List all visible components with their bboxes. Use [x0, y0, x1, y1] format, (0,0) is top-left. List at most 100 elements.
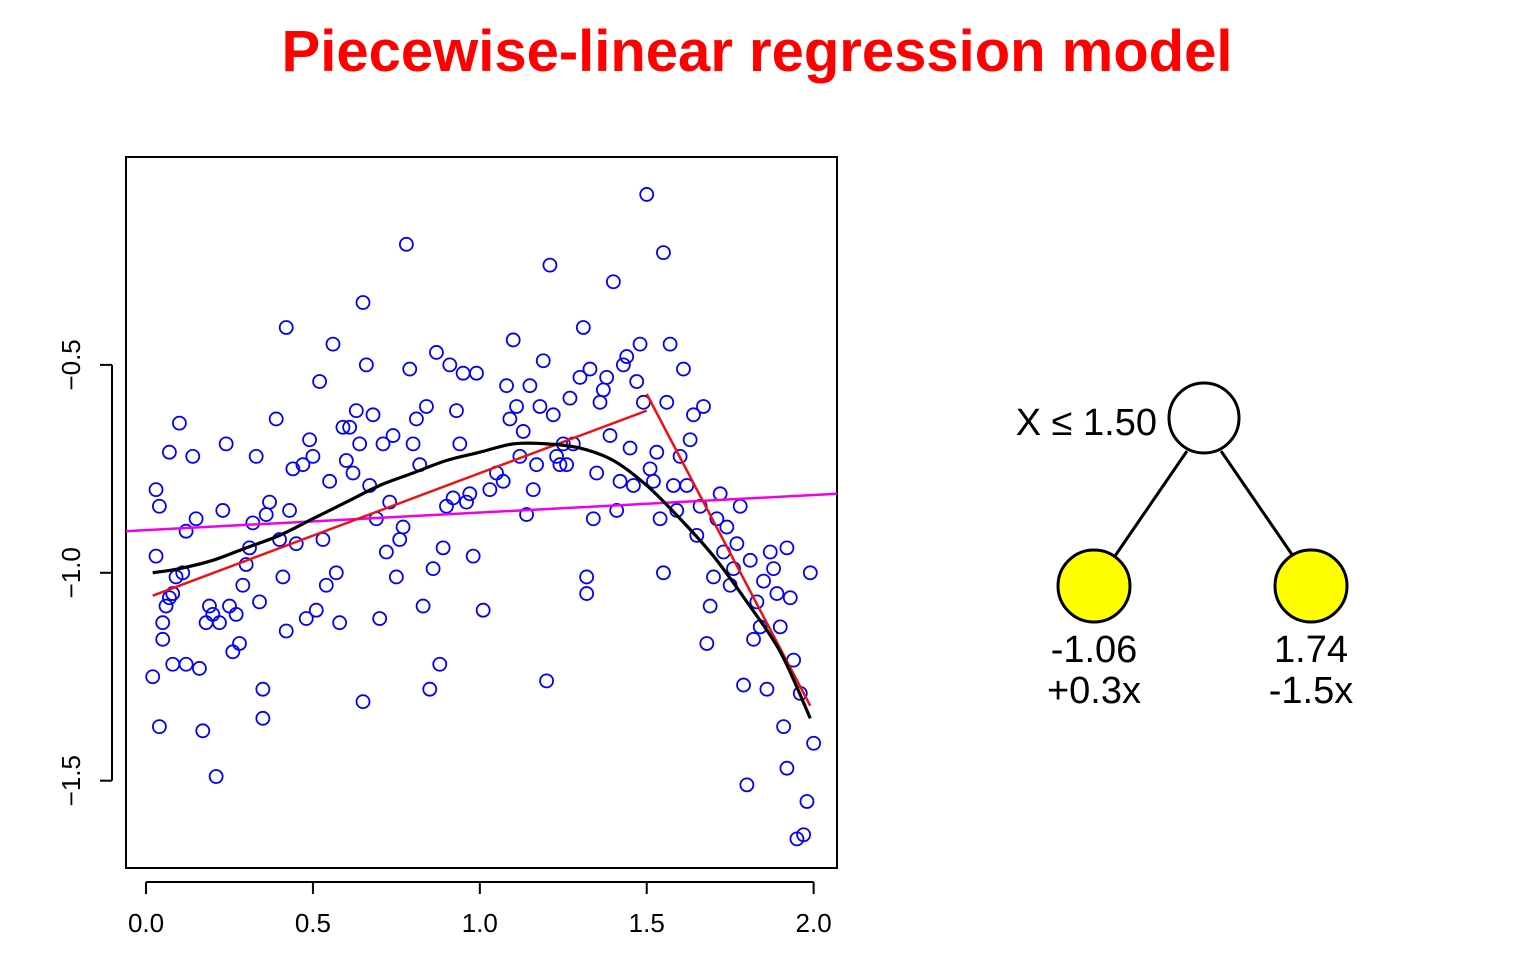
data-point — [235, 577, 251, 593]
data-point — [255, 681, 271, 697]
data-point — [465, 548, 481, 564]
data-point — [749, 594, 765, 610]
data-point — [696, 399, 711, 414]
tree-edge-right — [1219, 450, 1295, 557]
data-point — [625, 478, 641, 493]
data-point — [799, 794, 815, 809]
data-point — [382, 494, 398, 510]
smooth-curve — [152, 441, 812, 719]
data-point — [549, 448, 565, 464]
data-point — [509, 399, 524, 414]
data-point — [802, 565, 818, 581]
data-point — [545, 407, 561, 423]
x-tick-label: 0.5 — [295, 908, 331, 938]
data-point — [632, 336, 648, 352]
data-point — [275, 569, 291, 585]
data-point — [419, 399, 434, 414]
data-point — [656, 565, 671, 581]
data-point — [502, 411, 518, 427]
data-point — [622, 440, 638, 456]
data-point — [151, 719, 167, 735]
data-point — [282, 503, 297, 518]
data-point — [572, 369, 588, 385]
data-point — [145, 669, 161, 685]
data-point — [782, 590, 798, 606]
data-point — [659, 394, 675, 410]
tree-edge-left — [1113, 450, 1189, 557]
data-point — [495, 473, 511, 489]
data-point — [686, 407, 701, 423]
y-tick-label: −1.5 — [56, 755, 86, 806]
data-point — [469, 365, 484, 381]
data-point — [178, 656, 194, 672]
data-point — [332, 615, 348, 631]
data-point — [195, 723, 211, 739]
data-point — [529, 457, 544, 473]
data-point — [542, 257, 558, 273]
data-point — [806, 735, 822, 751]
data-point — [742, 552, 758, 568]
data-point — [532, 399, 548, 414]
data-point — [372, 611, 388, 626]
x-tick-label: 2.0 — [796, 908, 832, 938]
data-point — [706, 569, 721, 585]
data-point — [278, 320, 294, 335]
data-point — [589, 465, 605, 481]
data-point — [779, 760, 795, 776]
data-point — [575, 320, 591, 335]
data-point — [679, 478, 695, 493]
data-point — [649, 444, 665, 460]
x-tick-label: 1.5 — [629, 908, 665, 938]
data-point — [519, 507, 534, 522]
tree-right-leaf — [1273, 548, 1349, 624]
data-point — [228, 606, 244, 622]
data-point — [525, 482, 541, 498]
data-point — [619, 349, 635, 364]
x-tick-label: 0.0 — [128, 908, 164, 938]
data-point — [378, 544, 394, 560]
global-linear-fit-line — [125, 492, 838, 533]
data-point — [562, 390, 578, 406]
chart-title: Piecewise-linear regression model — [281, 19, 1233, 84]
data-point — [338, 453, 354, 468]
data-point — [552, 457, 568, 473]
data-point — [522, 378, 538, 394]
data-point — [178, 523, 194, 539]
data-point — [429, 345, 444, 360]
data-point — [415, 598, 431, 614]
data-point — [612, 473, 628, 489]
data-point — [719, 519, 735, 535]
data-point — [762, 544, 778, 560]
data-point — [335, 419, 351, 435]
data-point — [609, 503, 625, 518]
data-point — [639, 187, 655, 202]
right-leaf-intercept: 1.74 — [1274, 629, 1348, 671]
data-point — [155, 631, 171, 647]
data-point — [699, 636, 715, 651]
data-point — [358, 357, 374, 373]
data-point — [218, 436, 234, 452]
data-point — [192, 661, 207, 676]
data-point — [435, 540, 451, 556]
data-point — [535, 353, 551, 369]
tree-root-node — [1167, 381, 1241, 455]
data-point — [442, 357, 458, 373]
right-leaf-slope: -1.5x — [1269, 670, 1353, 712]
data-point — [151, 498, 167, 514]
data-point — [505, 332, 521, 348]
data-point — [388, 569, 404, 585]
data-points — [145, 187, 822, 847]
data-point — [432, 656, 448, 672]
data-point — [682, 432, 698, 448]
data-point — [409, 411, 424, 427]
data-point — [402, 361, 418, 377]
data-point — [148, 482, 164, 498]
data-point — [158, 598, 174, 614]
data-point — [175, 565, 191, 581]
data-point — [772, 619, 788, 635]
data-point — [161, 444, 177, 460]
data-point — [252, 594, 267, 610]
data-point — [215, 503, 231, 518]
